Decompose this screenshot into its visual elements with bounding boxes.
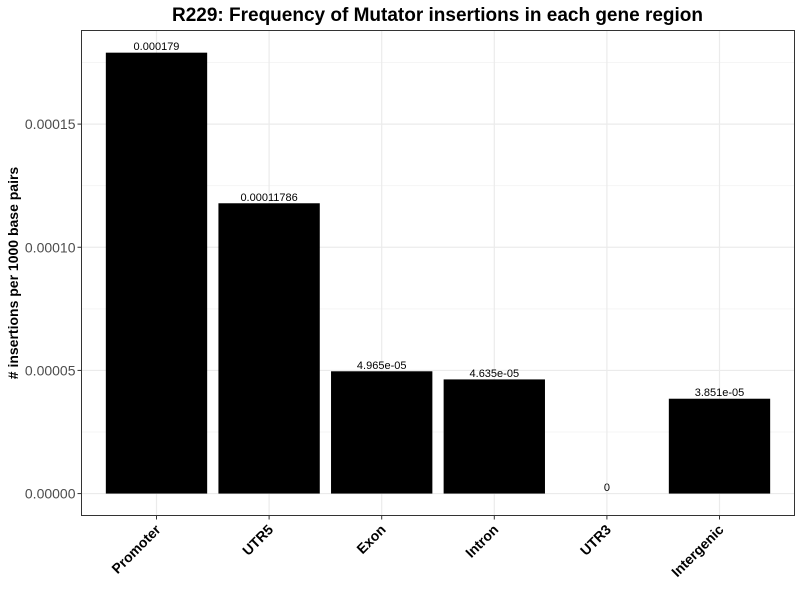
x-tick-label: Intron xyxy=(462,521,501,560)
bar-value-label: 0.000179 xyxy=(134,41,180,53)
bar-value-label: 4.965e-05 xyxy=(357,360,407,372)
x-tick-label: UTR5 xyxy=(239,521,276,558)
x-tick-label: Exon xyxy=(353,521,389,557)
panel-border xyxy=(81,30,795,516)
bar-intron xyxy=(443,379,545,494)
y-axis: 0.00000 0.00005 0.00010 0.00015 xyxy=(25,116,82,502)
bar-promoter xyxy=(105,52,208,494)
bars xyxy=(105,52,771,494)
y-tick-label: 0.00010 xyxy=(25,239,76,255)
x-tick-label: UTR3 xyxy=(577,521,614,558)
bar-exon xyxy=(331,371,433,494)
bar-value-label: 4.635e-05 xyxy=(470,368,520,380)
bar-intergenic xyxy=(668,398,771,494)
bar-utr5 xyxy=(218,203,320,494)
y-tick-label: 0.00015 xyxy=(25,116,76,132)
bar-value-labels: 0.000179 0.00011786 4.965e-05 4.635e-05 0 3.8… xyxy=(134,41,745,494)
bar-value-label: 0.00011786 xyxy=(240,192,297,204)
x-axis: Promoter UTR5 Exon Intron UTR3 Intergenic xyxy=(108,515,727,580)
x-tick-label: Intergenic xyxy=(668,521,727,580)
bar-value-label: 0 xyxy=(604,482,610,494)
x-tick-label: Promoter xyxy=(108,521,164,577)
chart-title: R229: Frequency of Mutator insertions in… xyxy=(172,5,703,26)
bar-value-label: 3.851e-05 xyxy=(695,387,745,399)
y-tick-label: 0.00005 xyxy=(25,362,76,378)
y-axis-label: # insertions per 1000 base pairs xyxy=(5,167,21,380)
y-tick-label: 0.00000 xyxy=(25,486,76,502)
